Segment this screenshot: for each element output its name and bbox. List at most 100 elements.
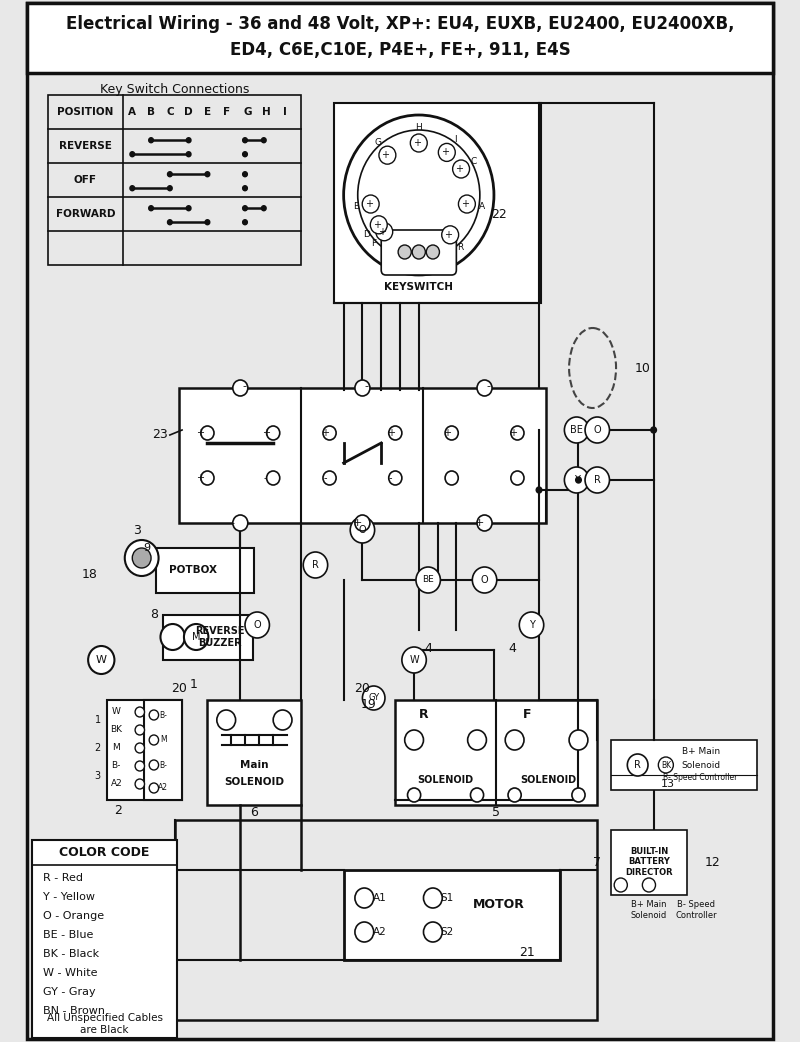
Text: +: + bbox=[455, 164, 463, 174]
Text: 7: 7 bbox=[594, 855, 602, 868]
Text: SOLENOID: SOLENOID bbox=[520, 775, 577, 785]
Circle shape bbox=[438, 144, 455, 162]
Circle shape bbox=[262, 205, 266, 210]
Text: 21: 21 bbox=[519, 945, 534, 959]
Text: GY - Gray: GY - Gray bbox=[43, 987, 96, 997]
Text: B-: B- bbox=[159, 711, 167, 719]
Circle shape bbox=[564, 467, 589, 493]
Text: 19: 19 bbox=[361, 698, 377, 712]
Circle shape bbox=[470, 788, 484, 802]
Text: O: O bbox=[594, 425, 601, 435]
Circle shape bbox=[445, 471, 458, 485]
Text: 18: 18 bbox=[82, 569, 98, 581]
Text: 3: 3 bbox=[94, 771, 101, 782]
Circle shape bbox=[217, 710, 236, 730]
Text: 1: 1 bbox=[190, 678, 198, 692]
Circle shape bbox=[201, 426, 214, 440]
Circle shape bbox=[506, 730, 524, 750]
Text: POTBOX: POTBOX bbox=[170, 565, 218, 575]
FancyBboxPatch shape bbox=[382, 230, 456, 275]
Text: +: + bbox=[196, 428, 204, 438]
Text: -: - bbox=[242, 381, 246, 391]
Bar bbox=[395, 700, 598, 805]
Text: O: O bbox=[481, 575, 488, 585]
Circle shape bbox=[201, 471, 214, 485]
Text: A2: A2 bbox=[373, 927, 386, 937]
Bar bbox=[27, 3, 773, 73]
Text: +: + bbox=[365, 199, 373, 209]
Text: MOTOR: MOTOR bbox=[473, 898, 525, 912]
Circle shape bbox=[242, 138, 247, 143]
Circle shape bbox=[186, 152, 191, 156]
Text: M: M bbox=[192, 632, 201, 642]
Circle shape bbox=[135, 725, 145, 735]
Bar bbox=[163, 615, 253, 660]
Text: +: + bbox=[378, 227, 386, 237]
Text: Electrical Wiring - 36 and 48 Volt, XP+: EU4, EUXB, EU2400, EU2400XB,: Electrical Wiring - 36 and 48 Volt, XP+:… bbox=[66, 15, 734, 33]
Text: +: + bbox=[413, 138, 421, 148]
Text: F: F bbox=[222, 107, 230, 117]
Circle shape bbox=[362, 195, 379, 213]
Text: BN - Brown: BN - Brown bbox=[43, 1006, 105, 1016]
Text: R: R bbox=[594, 475, 601, 485]
Text: Y: Y bbox=[574, 475, 579, 485]
Circle shape bbox=[242, 205, 247, 210]
Circle shape bbox=[614, 878, 627, 892]
Circle shape bbox=[442, 226, 458, 244]
Text: E: E bbox=[353, 202, 358, 212]
Circle shape bbox=[472, 567, 497, 593]
Text: R: R bbox=[418, 709, 428, 721]
Text: 20: 20 bbox=[171, 681, 187, 695]
Text: REVERSE
BUZZER: REVERSE BUZZER bbox=[195, 626, 244, 648]
Text: M: M bbox=[160, 736, 166, 744]
Text: A: A bbox=[478, 202, 485, 212]
Text: POSITION: POSITION bbox=[57, 107, 114, 117]
Text: 1: 1 bbox=[94, 715, 101, 725]
Circle shape bbox=[242, 172, 247, 177]
Circle shape bbox=[511, 471, 524, 485]
Bar bbox=[207, 700, 302, 805]
Text: +: + bbox=[373, 220, 381, 230]
Text: W: W bbox=[112, 708, 121, 717]
Text: G: G bbox=[374, 139, 382, 147]
Text: -: - bbox=[323, 473, 326, 483]
Text: B+ Main
Solenoid: B+ Main Solenoid bbox=[631, 900, 667, 920]
Text: R: R bbox=[457, 243, 463, 251]
Text: +: + bbox=[262, 428, 270, 438]
Bar bbox=[145, 700, 182, 800]
Text: R: R bbox=[634, 760, 641, 770]
Circle shape bbox=[184, 624, 208, 650]
Text: BE: BE bbox=[422, 575, 434, 585]
Text: F: F bbox=[522, 709, 531, 721]
Text: C: C bbox=[166, 107, 174, 117]
Circle shape bbox=[266, 426, 280, 440]
Text: +: + bbox=[444, 230, 452, 240]
Text: -: - bbox=[230, 518, 234, 528]
Circle shape bbox=[412, 245, 426, 259]
Text: 3: 3 bbox=[133, 523, 141, 537]
Circle shape bbox=[205, 172, 210, 177]
Text: D: D bbox=[184, 107, 193, 117]
Bar bbox=[179, 388, 546, 523]
Text: 13: 13 bbox=[661, 779, 674, 789]
Circle shape bbox=[379, 146, 396, 165]
Text: 8: 8 bbox=[150, 609, 158, 621]
Text: B-: B- bbox=[159, 761, 167, 769]
Circle shape bbox=[350, 517, 374, 543]
Circle shape bbox=[242, 152, 247, 156]
Circle shape bbox=[273, 710, 292, 730]
Bar bbox=[156, 548, 254, 593]
Circle shape bbox=[323, 471, 336, 485]
Text: 23: 23 bbox=[153, 428, 168, 442]
Text: C: C bbox=[471, 156, 478, 166]
Circle shape bbox=[423, 922, 442, 942]
Text: I: I bbox=[454, 134, 457, 144]
Circle shape bbox=[389, 426, 402, 440]
Text: Main: Main bbox=[240, 760, 269, 770]
Circle shape bbox=[344, 115, 494, 275]
Circle shape bbox=[149, 735, 158, 745]
Circle shape bbox=[135, 779, 145, 789]
Circle shape bbox=[453, 160, 470, 178]
Circle shape bbox=[355, 380, 370, 396]
Text: BK: BK bbox=[661, 761, 671, 769]
